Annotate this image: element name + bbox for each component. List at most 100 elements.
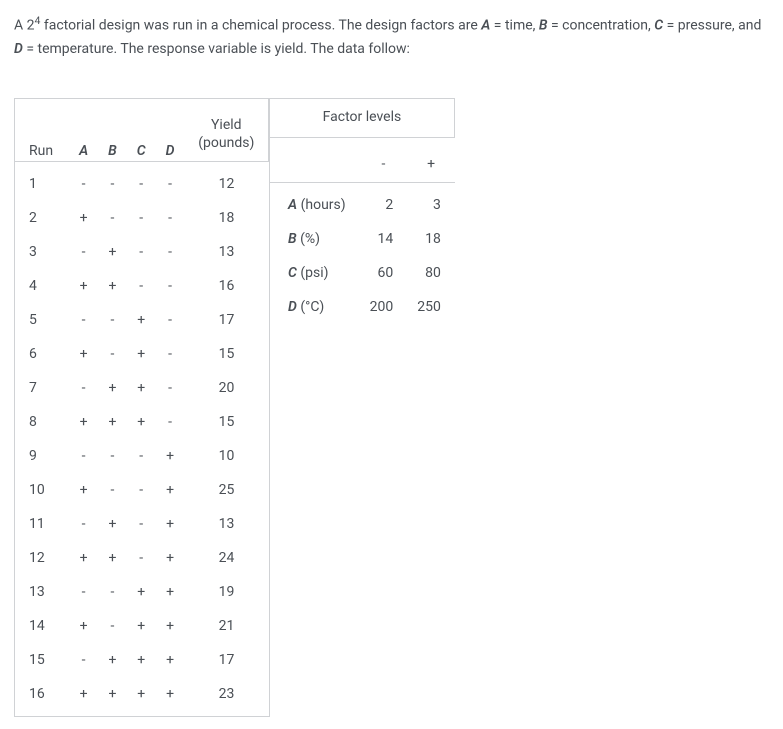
- cell-yield: 18: [185, 201, 269, 235]
- table-row: 11-+-+13: [15, 507, 269, 541]
- cell-B: -: [98, 337, 127, 371]
- cell-B: +: [98, 405, 127, 439]
- level-name: D (°C): [270, 290, 360, 324]
- col-C: C: [137, 143, 146, 159]
- cell-B: +: [98, 541, 127, 575]
- cell-B: +: [98, 643, 127, 677]
- table-row: 5--+-17: [15, 303, 269, 337]
- text: = pressure, and: [663, 18, 761, 34]
- level-high: 3: [407, 183, 455, 223]
- table-row: 6+-+-15: [15, 337, 269, 371]
- cell-C: -: [127, 507, 156, 541]
- cell-D: -: [156, 269, 185, 303]
- cell-yield: 17: [185, 303, 269, 337]
- table-row: 8+++-15: [15, 405, 269, 439]
- cell-B: +: [98, 507, 127, 541]
- design-tbody: 1----122+---183-+--134++--165--+-176+-+-…: [15, 162, 269, 717]
- cell-yield: 20: [185, 371, 269, 405]
- cell-run: 5: [15, 303, 69, 337]
- factor-levels-heading: Factor levels: [270, 98, 455, 138]
- cell-yield: 19: [185, 575, 269, 609]
- cell-run: 11: [15, 507, 69, 541]
- level-low: 14: [360, 222, 408, 256]
- cell-yield: 12: [185, 162, 269, 202]
- cell-C: +: [127, 575, 156, 609]
- level-low: 2: [360, 183, 408, 223]
- cell-C: -: [127, 541, 156, 575]
- design-table-wrapper: Run A B C D Yield (pounds) 1----122+---1…: [14, 98, 270, 717]
- cell-C: +: [127, 677, 156, 716]
- col-run: Run: [29, 143, 53, 159]
- level-low: 200: [360, 290, 408, 324]
- table-row: 15-+++17: [15, 643, 269, 677]
- cell-B: +: [98, 371, 127, 405]
- cell-run: 4: [15, 269, 69, 303]
- cell-C: +: [127, 643, 156, 677]
- cell-D: +: [156, 541, 185, 575]
- cell-yield: 25: [185, 473, 269, 507]
- cell-B: +: [98, 235, 127, 269]
- cell-C: -: [127, 162, 156, 202]
- level-row: B (%)1418: [270, 222, 455, 256]
- cell-D: -: [156, 337, 185, 371]
- table-row: 9---+10: [15, 439, 269, 473]
- cell-D: +: [156, 507, 185, 541]
- table-row: 10+--+25: [15, 473, 269, 507]
- col-yield-2: (pounds): [198, 135, 254, 151]
- cell-run: 7: [15, 371, 69, 405]
- factor-A: A: [481, 18, 490, 34]
- factor-levels-label: Factor levels: [323, 109, 402, 125]
- cell-D: -: [156, 371, 185, 405]
- cell-D: +: [156, 439, 185, 473]
- table-row: 16++++23: [15, 677, 269, 716]
- cell-A: -: [69, 643, 98, 677]
- text: = temperature. The response variable is …: [23, 41, 410, 57]
- cell-yield: 16: [185, 269, 269, 303]
- cell-yield: 15: [185, 337, 269, 371]
- cell-run: 13: [15, 575, 69, 609]
- cell-A: +: [69, 541, 98, 575]
- level-name: B (%): [270, 222, 360, 256]
- cell-C: -: [127, 269, 156, 303]
- cell-D: -: [156, 303, 185, 337]
- cell-C: +: [127, 609, 156, 643]
- level-high: 80: [407, 256, 455, 290]
- cell-yield: 23: [185, 677, 269, 716]
- cell-B: +: [98, 677, 127, 716]
- cell-C: +: [127, 405, 156, 439]
- cell-yield: 10: [185, 439, 269, 473]
- cell-A: -: [69, 507, 98, 541]
- factor-D: D: [14, 41, 23, 57]
- cell-A: +: [69, 269, 98, 303]
- text: A 2: [14, 18, 34, 34]
- cell-run: 16: [15, 677, 69, 716]
- cell-C: -: [127, 201, 156, 235]
- cell-B: -: [98, 609, 127, 643]
- table-row: 7-++-20: [15, 371, 269, 405]
- cell-A: -: [69, 439, 98, 473]
- cell-C: -: [127, 473, 156, 507]
- cell-yield: 13: [185, 507, 269, 541]
- table-row: 4++--16: [15, 269, 269, 303]
- cell-A: +: [69, 337, 98, 371]
- cell-D: +: [156, 473, 185, 507]
- cell-run: 12: [15, 541, 69, 575]
- col-D: D: [166, 143, 175, 159]
- cell-A: -: [69, 303, 98, 337]
- cell-B: -: [98, 439, 127, 473]
- cell-A: -: [69, 162, 98, 202]
- text: factorial design was run in a chemical p…: [40, 18, 481, 34]
- level-minus-header: -: [382, 156, 386, 172]
- col-A: A: [79, 143, 88, 159]
- level-plus-header: +: [427, 156, 435, 172]
- cell-A: -: [69, 371, 98, 405]
- cell-yield: 13: [185, 235, 269, 269]
- level-row: D (°C)200250: [270, 290, 455, 324]
- level-low: 60: [360, 256, 408, 290]
- factor-B: B: [539, 18, 548, 34]
- cell-yield: 17: [185, 643, 269, 677]
- cell-A: +: [69, 405, 98, 439]
- text: = concentration,: [548, 18, 655, 34]
- level-high: 18: [407, 222, 455, 256]
- levels-tbody: A (hours)23B (%)1418C (psi)6080D (°C)200…: [270, 183, 455, 325]
